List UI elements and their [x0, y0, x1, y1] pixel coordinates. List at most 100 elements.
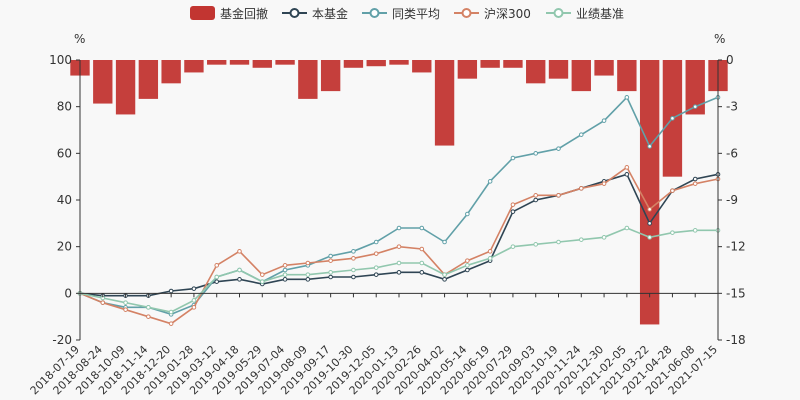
drawdown-bar	[457, 60, 478, 79]
series-point	[578, 132, 584, 137]
series-point	[191, 286, 197, 291]
series-point	[419, 225, 425, 231]
drawdown-bar	[138, 60, 159, 99]
series-point	[191, 305, 197, 310]
series-point	[305, 260, 311, 266]
series-point	[465, 258, 470, 263]
series-point	[533, 193, 539, 198]
legend-label: 同类平均	[392, 7, 440, 21]
legend-item[interactable]: 业绩基准	[546, 7, 624, 21]
right-axis-tick-label: 0	[726, 53, 734, 67]
drawdown-bar	[434, 60, 455, 146]
drawdown-bar	[412, 60, 432, 73]
series-point	[146, 314, 151, 319]
left-axis-tick-label: 0	[64, 286, 72, 300]
drawdown-bar	[366, 60, 386, 67]
series-point	[419, 270, 425, 275]
right-axis-tick-label: -15	[726, 286, 746, 300]
drawdown-bar	[93, 60, 113, 104]
left-axis-tick-label: 60	[57, 146, 72, 160]
series-point	[487, 179, 493, 184]
drawdown-bar	[571, 60, 591, 92]
series-point	[282, 277, 288, 282]
left-axis-tick-label: 40	[57, 193, 72, 207]
series-point	[168, 321, 174, 326]
series-point	[373, 251, 379, 256]
drawdown-bar	[594, 60, 614, 76]
left-axis-tick-label: 80	[57, 100, 72, 114]
series-point	[533, 151, 539, 156]
series-point	[465, 211, 470, 217]
series-point	[282, 263, 288, 268]
series-point	[624, 165, 630, 170]
drawdown-bar	[639, 60, 660, 325]
series-point	[123, 300, 128, 305]
series-point	[214, 263, 220, 268]
drawdown-bar	[298, 60, 318, 99]
series-point	[214, 279, 220, 284]
series-point	[624, 172, 630, 177]
series-point	[168, 288, 174, 294]
drawdown-bar	[343, 60, 364, 68]
series-point	[259, 272, 265, 277]
series-point	[442, 239, 447, 245]
drawdown-bars	[70, 60, 728, 325]
series-point	[351, 256, 356, 261]
series-point	[533, 197, 539, 203]
series-point	[510, 244, 516, 249]
series-point	[647, 144, 652, 149]
series-point	[692, 181, 698, 186]
legend-item[interactable]: 本基金	[282, 6, 348, 21]
legend-item[interactable]: 基金回撤	[190, 6, 268, 21]
series-point	[328, 270, 333, 275]
series-point	[465, 267, 470, 273]
series-point	[647, 207, 652, 212]
series-point	[556, 193, 561, 198]
series-point	[373, 265, 379, 270]
series-point	[396, 260, 402, 266]
legend-label: 业绩基准	[576, 7, 624, 21]
drawdown-bar	[207, 60, 227, 65]
drawdown-bar	[115, 60, 136, 115]
series-point	[419, 260, 425, 266]
series-point	[510, 209, 516, 214]
series-point	[237, 249, 242, 254]
series-point	[328, 274, 333, 280]
series-point	[670, 230, 675, 235]
axes: -20020406080100-18-15-12-9-6-302018-07-1…	[28, 53, 746, 397]
series-point	[510, 155, 516, 161]
drawdown-bar	[480, 60, 500, 68]
series-point	[578, 186, 584, 191]
series-point	[305, 272, 311, 277]
series-point	[601, 118, 607, 123]
series-point	[487, 256, 493, 261]
series-point	[328, 253, 333, 259]
right-axis-tick-label: -12	[726, 240, 746, 254]
drawdown-bar	[685, 60, 705, 115]
drawdown-bar	[320, 60, 341, 92]
series-point	[168, 309, 174, 315]
left-axis-tick-label: 20	[57, 240, 72, 254]
right-axis-tick-label: -9	[726, 193, 738, 207]
series-point	[328, 258, 333, 263]
legend-item[interactable]: 沪深300	[454, 7, 531, 21]
series-point	[692, 228, 698, 233]
left-axis-unit: %	[74, 32, 85, 46]
series-point	[214, 274, 220, 280]
right-axis-tick-label: -3	[726, 100, 738, 114]
series-line	[79, 95, 719, 316]
series-lines	[77, 95, 721, 326]
series-point	[601, 235, 607, 240]
drawdown-bar	[503, 60, 523, 68]
series-point	[670, 188, 675, 193]
drawdown-bar	[184, 60, 204, 73]
legend-item[interactable]: 同类平均	[362, 7, 440, 21]
series-point	[396, 225, 402, 231]
series-point	[419, 246, 425, 252]
series-point	[624, 95, 630, 100]
legend[interactable]: 基金回撤 本基金 同类平均 沪深300 业绩基准	[190, 6, 624, 21]
series-point	[556, 239, 561, 245]
series-point	[305, 277, 311, 282]
series-point	[396, 270, 402, 275]
